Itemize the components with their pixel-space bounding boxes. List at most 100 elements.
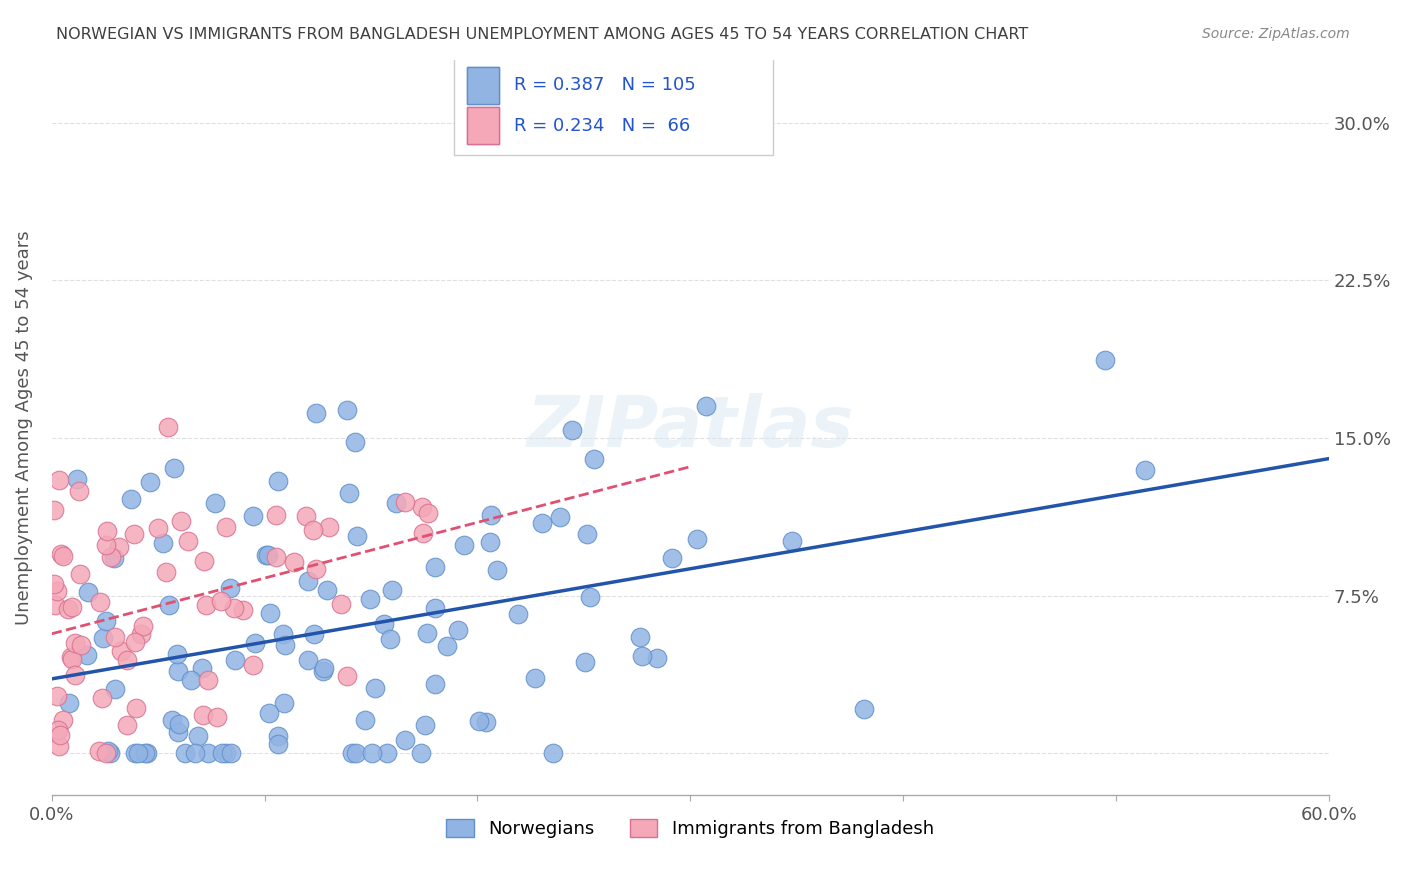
Point — [46, 723, 69, 737]
Point — [385, 496, 408, 510]
Point — [211, 747, 233, 761]
Point — [686, 532, 709, 546]
Point — [304, 562, 326, 576]
Point — [346, 529, 368, 543]
Point — [197, 673, 219, 687]
Point — [1094, 353, 1116, 368]
Point — [98, 747, 121, 761]
Point — [187, 729, 209, 743]
Point — [301, 523, 323, 537]
Point — [96, 524, 118, 538]
Point — [661, 550, 683, 565]
Point — [180, 673, 202, 687]
Point — [76, 585, 98, 599]
Point — [122, 527, 145, 541]
Point — [170, 514, 193, 528]
Point — [312, 664, 335, 678]
Point — [58, 697, 80, 711]
Point — [97, 743, 120, 757]
Point — [254, 548, 277, 562]
Point — [48, 739, 70, 754]
Point — [336, 402, 359, 417]
Point — [42, 503, 65, 517]
Point — [46, 584, 69, 599]
Point — [66, 472, 89, 486]
Point — [283, 555, 305, 569]
Text: Source: ZipAtlas.com: Source: ZipAtlas.com — [1202, 27, 1350, 41]
Point — [160, 714, 183, 728]
Point — [94, 614, 117, 628]
Point — [468, 714, 491, 728]
Point — [297, 574, 319, 589]
Point — [167, 717, 190, 731]
Point — [423, 559, 446, 574]
Point — [411, 747, 433, 761]
Point — [110, 643, 132, 657]
Point — [108, 540, 131, 554]
Text: R = 0.234   N =  66: R = 0.234 N = 66 — [515, 117, 690, 135]
Point — [411, 500, 433, 514]
Point — [44, 598, 66, 612]
Point — [302, 626, 325, 640]
Point — [91, 631, 114, 645]
Point — [89, 595, 111, 609]
Point — [155, 566, 177, 580]
Point — [243, 636, 266, 650]
Point — [1133, 463, 1156, 477]
Point — [197, 747, 219, 761]
Point — [380, 632, 402, 647]
Point — [574, 655, 596, 669]
Point — [91, 690, 114, 705]
Point — [124, 747, 146, 761]
Point — [579, 591, 602, 605]
Point — [353, 713, 375, 727]
Point — [479, 535, 502, 549]
Point — [215, 520, 238, 534]
Point — [60, 649, 83, 664]
Point — [120, 492, 142, 507]
Point — [295, 508, 318, 523]
Point — [548, 509, 571, 524]
Point — [204, 496, 226, 510]
Point — [266, 508, 288, 523]
Point — [305, 405, 328, 419]
Point — [330, 598, 353, 612]
Point — [49, 548, 72, 562]
Point — [481, 508, 503, 522]
Point — [129, 626, 152, 640]
Point — [136, 747, 159, 761]
Point — [193, 554, 215, 568]
Point — [359, 591, 381, 606]
Text: NORWEGIAN VS IMMIGRANTS FROM BANGLADESH UNEMPLOYMENT AMONG AGES 45 TO 54 YEARS C: NORWEGIAN VS IMMIGRANTS FROM BANGLADESH … — [56, 27, 1029, 42]
Point — [163, 460, 186, 475]
Point — [87, 744, 110, 758]
FancyBboxPatch shape — [467, 107, 499, 145]
Point — [381, 583, 404, 598]
Point — [259, 607, 281, 621]
Point — [65, 668, 87, 682]
Point — [343, 435, 366, 450]
Point — [219, 747, 242, 761]
Point — [645, 650, 668, 665]
Point — [104, 681, 127, 696]
Point — [316, 582, 339, 597]
Point — [191, 708, 214, 723]
Point — [222, 600, 245, 615]
Point — [167, 664, 190, 678]
Point — [60, 652, 83, 666]
Point — [94, 747, 117, 761]
Point — [94, 538, 117, 552]
Point — [412, 526, 434, 541]
Point — [242, 658, 264, 673]
Point — [45, 689, 67, 703]
Point — [224, 653, 246, 667]
Point — [218, 582, 240, 596]
Point — [415, 626, 437, 640]
Point — [42, 577, 65, 591]
Point — [166, 725, 188, 739]
Point — [447, 623, 470, 637]
Point — [274, 638, 297, 652]
Point — [103, 551, 125, 566]
Point — [115, 718, 138, 732]
Point — [780, 534, 803, 549]
